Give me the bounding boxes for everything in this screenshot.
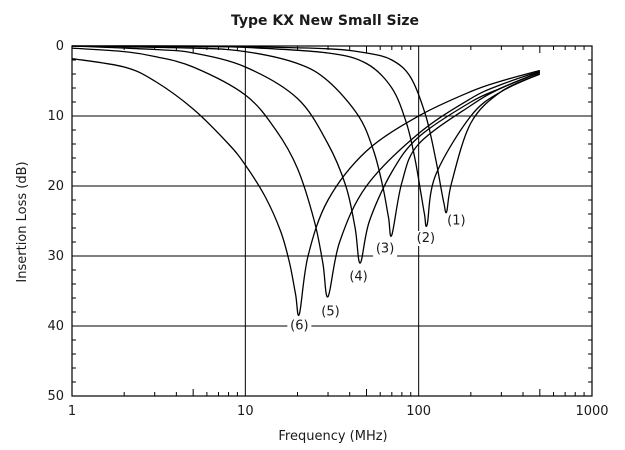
curve-4 [71, 45, 541, 264]
x-tick-label: 100 [406, 404, 431, 419]
x-tick-label: 1000 [575, 404, 608, 419]
y-axis-label: Insertion Loss (dB) [15, 161, 30, 282]
curve-1 [71, 45, 541, 214]
plot-frame [71, 45, 593, 397]
curve-labels: (1) (2) (3) (4) (5) (6) [287, 213, 469, 334]
y-tick-label: 10 [47, 109, 64, 124]
curve-label-bg [287, 318, 312, 334]
curve-label-bg [413, 231, 438, 246]
y-tick-label: 20 [47, 179, 64, 194]
y-tick-label: 50 [47, 389, 64, 404]
curve-label-2: (2) [417, 231, 435, 246]
curve-label-bg [318, 304, 343, 320]
chart-title: Type KX New Small Size [231, 13, 419, 29]
x-tick-label: 10 [237, 404, 254, 419]
curve-3 [71, 45, 541, 237]
y-tick-label: 0 [56, 39, 64, 54]
curve-label-1: (1) [447, 214, 465, 229]
curve-label-4: (4) [349, 270, 367, 285]
curves [71, 45, 541, 317]
curve-5 [71, 47, 541, 298]
axis-ticks [72, 45, 592, 397]
y-tick-label: 30 [47, 249, 64, 264]
curve-label-3: (3) [376, 242, 394, 257]
x-axis-label: Frequency (MHz) [278, 429, 387, 444]
curve-6 [71, 57, 540, 317]
y-tick-label: 40 [47, 319, 64, 334]
curve-label-bg [373, 241, 398, 257]
curve-label-bg [346, 269, 371, 285]
curve-label-6: (6) [290, 319, 308, 334]
tick-labels: 1 10 100 1000 0 10 20 30 40 50 [47, 39, 608, 419]
x-tick-label: 1 [68, 404, 76, 419]
curve-label-bg [444, 213, 469, 229]
curve-label-5: (5) [321, 305, 339, 320]
grid-lines [72, 46, 592, 396]
